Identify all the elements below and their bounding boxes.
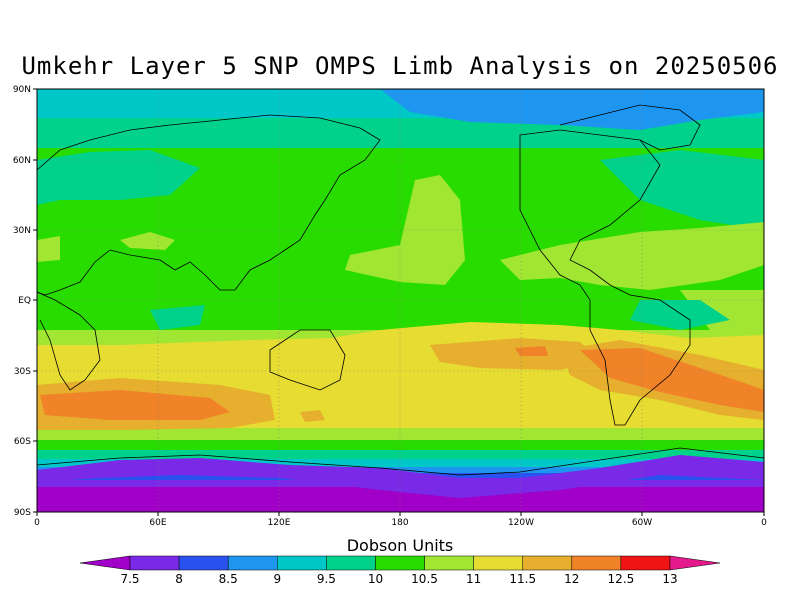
colorbar-swatch [473,555,523,571]
colorbar-swatch [326,555,376,571]
colorbar-title: Dobson Units [346,536,454,555]
colorbar-swatch [620,555,671,571]
lon-label: 0 [34,518,40,528]
colorbar-label: 10.5 [411,572,438,586]
lat-label: 60N [13,156,31,166]
colorbar-swatch [571,555,622,571]
lon-label: 0 [761,518,767,528]
lat-label: 90S [14,508,31,518]
colorbar: 7.5 8 8.5 9 9.5 10 10.5 11 11.5 12 12.5 13 [79,555,721,586]
lat-label: 60S [14,437,31,447]
lon-axis: 0 60E 120E 180 120W 60W 0 [34,518,767,528]
colorbar-swatch [79,555,131,571]
colorbar-swatch [227,555,278,571]
lat-label: EQ [18,296,31,306]
colorbar-label: 9.5 [317,572,336,586]
lat-label: 90N [13,85,31,95]
lat-label: 30N [13,226,31,236]
colorbar-swatch [522,555,573,571]
colorbar-label: 8 [175,572,183,586]
colorbar-label: 11 [466,572,481,586]
colorbar-label: 13 [662,572,677,586]
colorbar-label: 9 [273,572,281,586]
colorbar-label: 8.5 [219,572,238,586]
colorbar-swatch [178,555,229,571]
map-title: Umkehr Layer 5 SNP OMPS Limb Analysis on… [21,52,779,80]
colorbar-label: 10 [368,572,383,586]
colorbar-swatch [277,555,327,571]
colorbar-label: 7.5 [120,572,139,586]
colorbar-label: 12.5 [608,572,635,586]
lon-label: 60E [149,518,166,528]
lon-label: 120E [268,518,291,528]
lon-label: 180 [391,518,408,528]
lat-axis: 90N 60N 30N EQ 30S 60S 90S [13,85,31,518]
contour-field [37,89,764,512]
colorbar-label: 12 [564,572,579,586]
colorbar-swatch [375,555,425,571]
lon-label: 60W [632,518,652,528]
colorbar-swatch [129,555,180,571]
colorbar-swatch [669,555,721,571]
lon-label: 120W [508,518,534,528]
graticule [37,89,764,512]
colorbar-label: 11.5 [509,572,536,586]
lat-label: 30S [14,367,31,377]
colorbar-swatch [424,555,474,571]
coastlines [37,104,764,476]
